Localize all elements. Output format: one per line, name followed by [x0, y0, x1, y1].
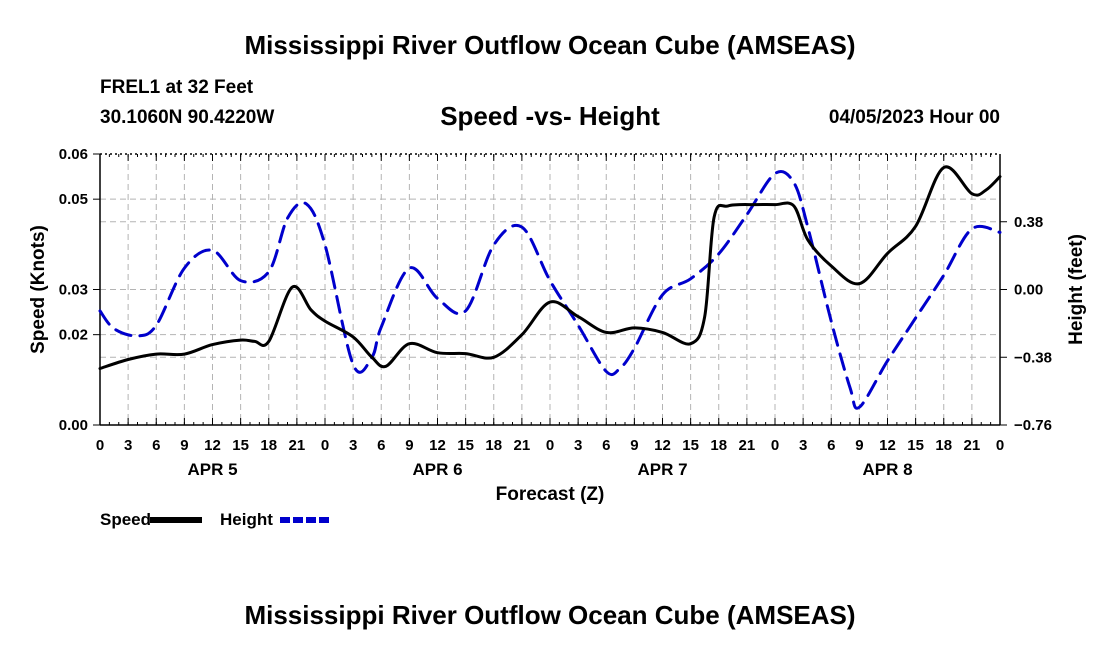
coordinates-label: 30.1060N 90.4220W [100, 107, 275, 128]
y-tick-label: 0.02 [59, 327, 88, 344]
x-tick-label: 0 [546, 437, 554, 454]
y-axis-title: Speed (Knots) [28, 225, 49, 354]
x-tick-label: 21 [514, 437, 531, 454]
x-tick-label: 21 [964, 437, 981, 454]
x-tick-label: 3 [124, 437, 132, 454]
x-tick-label: 9 [630, 437, 638, 454]
y-tick-label: 0.03 [59, 282, 88, 299]
x-tick-label: 9 [855, 437, 863, 454]
x-tick-label: 0 [771, 437, 779, 454]
x-tick-label: 6 [152, 437, 160, 454]
y2-tick-label: 0.00 [1014, 282, 1043, 299]
x-tick-label: 21 [289, 437, 306, 454]
x-tick-label: 18 [485, 437, 502, 454]
x-tick-label: 0 [321, 437, 329, 454]
x-tick-label: 15 [907, 437, 924, 454]
x-tick-label: 3 [799, 437, 807, 454]
legend-label-speed: Speed [100, 510, 151, 529]
page-title: Mississippi River Outflow Ocean Cube (AM… [244, 30, 856, 60]
x-tick-label: 12 [654, 437, 671, 454]
chart-subtitle: Speed -vs- Height [440, 101, 660, 131]
day-label: APR 7 [637, 460, 687, 479]
x-tick-label: 12 [204, 437, 221, 454]
height-series-line [98, 170, 1002, 410]
x-tick-label: 6 [602, 437, 610, 454]
legend: Speed Height [100, 510, 332, 529]
x-tick-label: 18 [710, 437, 727, 454]
x-tick-label: 6 [377, 437, 385, 454]
x-tick-label: 9 [405, 437, 413, 454]
y2-axis-title: Height (feet) [1066, 234, 1087, 345]
x-tick-label: 6 [827, 437, 835, 454]
x-tick-label: 3 [574, 437, 582, 454]
y-tick-label: 0.06 [59, 146, 88, 163]
y2-tick-label: −0.76 [1014, 417, 1052, 434]
x-tick-label: 15 [682, 437, 699, 454]
y-tick-label: 0.00 [59, 417, 88, 434]
speed-series-line [98, 165, 1002, 370]
y2-tick-label: 0.38 [1014, 214, 1043, 231]
x-axis-title: Forecast (Z) [496, 484, 605, 505]
axes [93, 153, 1007, 426]
y2-tick-label: −0.38 [1014, 349, 1052, 366]
series-lines [98, 165, 1002, 410]
x-tick-label: 12 [429, 437, 446, 454]
day-label: APR 8 [862, 460, 912, 479]
page-title-repeat: Mississippi River Outflow Ocean Cube (AM… [244, 600, 856, 630]
forecast-timestamp: 04/05/2023 Hour 00 [828, 107, 1000, 128]
x-tick-label: 3 [349, 437, 357, 454]
x-tick-label: 15 [232, 437, 249, 454]
day-label: APR 5 [187, 460, 237, 479]
day-label: APR 6 [412, 460, 462, 479]
x-tick-label: 0 [96, 437, 104, 454]
x-tick-label: 9 [180, 437, 188, 454]
x-tick-label: 15 [457, 437, 474, 454]
station-label: FREL1 at 32 Feet [100, 77, 254, 98]
axis-labels: 0 3 6 9 12 15 18 21 0 3 6 9 12 15 18 21 0 3 6 9 12 15 18 21 0 3 6 9… [28, 146, 1087, 505]
x-tick-label: 0 [996, 437, 1004, 454]
x-tick-label: 12 [879, 437, 896, 454]
x-tick-label: 18 [935, 437, 952, 454]
x-tick-label: 21 [739, 437, 756, 454]
legend-label-height: Height [220, 510, 273, 529]
grid-lines [100, 154, 1000, 426]
x-tick-label: 18 [260, 437, 277, 454]
y-tick-label: 0.05 [59, 191, 88, 208]
